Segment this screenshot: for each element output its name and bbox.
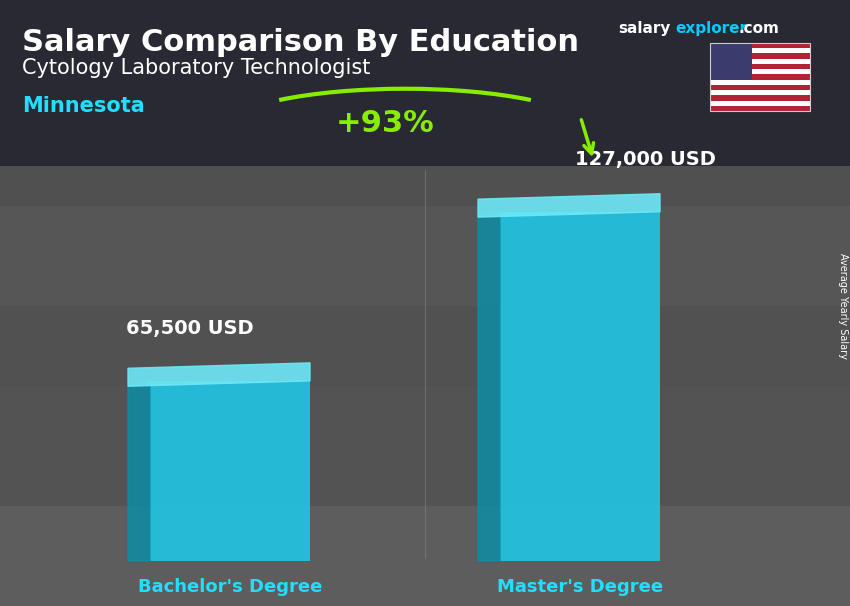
Text: Salary Comparison By Education: Salary Comparison By Education [22,28,579,57]
Text: 65,500 USD: 65,500 USD [126,319,254,338]
Bar [0,306,850,386]
Bar [710,95,810,101]
Text: Minnesota: Minnesota [22,96,145,116]
Bar [710,64,810,69]
Polygon shape [478,194,660,217]
Bar [0,0,850,206]
Bar [150,381,310,561]
Bar [710,90,810,95]
Text: Master's Degree: Master's Degree [497,578,663,596]
Text: salary: salary [618,21,671,36]
Bar [710,48,810,53]
Bar [710,75,810,79]
Bar [710,43,810,48]
Bar [710,59,810,64]
Text: explorer: explorer [675,21,747,36]
Bar [710,43,752,79]
Text: Average Yearly Salary: Average Yearly Salary [838,253,848,359]
Text: Cytology Laboratory Technologist: Cytology Laboratory Technologist [22,58,371,78]
Text: Bachelor's Degree: Bachelor's Degree [138,578,322,596]
Bar [710,85,810,90]
Bar [710,43,810,111]
Bar [0,386,850,506]
Bar [710,79,810,85]
Bar [710,101,810,106]
Polygon shape [128,363,310,386]
Polygon shape [128,381,150,561]
Bar [710,69,810,75]
Text: 127,000 USD: 127,000 USD [575,150,716,168]
Bar [0,206,850,306]
Bar [0,0,850,166]
Bar [0,506,850,606]
Bar [500,211,660,561]
Polygon shape [478,211,500,561]
Bar [710,53,810,59]
Text: .com: .com [739,21,779,36]
Bar [710,106,810,111]
Text: +93%: +93% [336,109,434,138]
